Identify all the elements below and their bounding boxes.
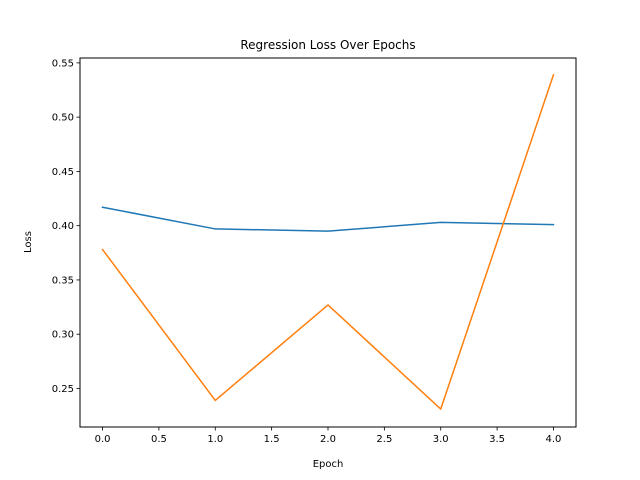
y-tick-label: 0.55 (52, 58, 74, 69)
series-layer (101, 73, 555, 410)
axes-layer: 0.0 0.5 1.0 1.5 2.0 2.5 3.0 3.5 4.0 0.25 0.30 0.35 0… (52, 58, 562, 445)
chart-title: Regression Loss Over Epochs (240, 38, 415, 52)
x-tick-label: 0.5 (151, 434, 167, 445)
x-tick-label: 2.5 (376, 434, 392, 445)
x-tick-label: 0.0 (95, 434, 111, 445)
y-axis-label: Loss (23, 231, 34, 253)
x-axis-label: Epoch (313, 459, 344, 470)
x-tick-label: 3.0 (433, 434, 449, 445)
y-tick-label: 0.45 (52, 167, 74, 178)
x-tick-label: 4.0 (546, 434, 562, 445)
x-tick-label: 2.0 (320, 434, 336, 445)
y-tick-label: 0.30 (52, 330, 74, 341)
y-tick-label: 0.25 (52, 384, 74, 395)
y-tick-label: 0.50 (52, 113, 74, 124)
y-tick-label: 0.40 (52, 221, 74, 232)
x-tick-label: 1.5 (264, 434, 280, 445)
plot-frame (79, 57, 577, 428)
y-tick-label: 0.35 (52, 275, 74, 286)
x-tick-label: 3.5 (489, 434, 505, 445)
x-tick-label: 1.0 (207, 434, 223, 445)
series-line-1 (101, 206, 555, 232)
series-line-2 (101, 73, 555, 410)
